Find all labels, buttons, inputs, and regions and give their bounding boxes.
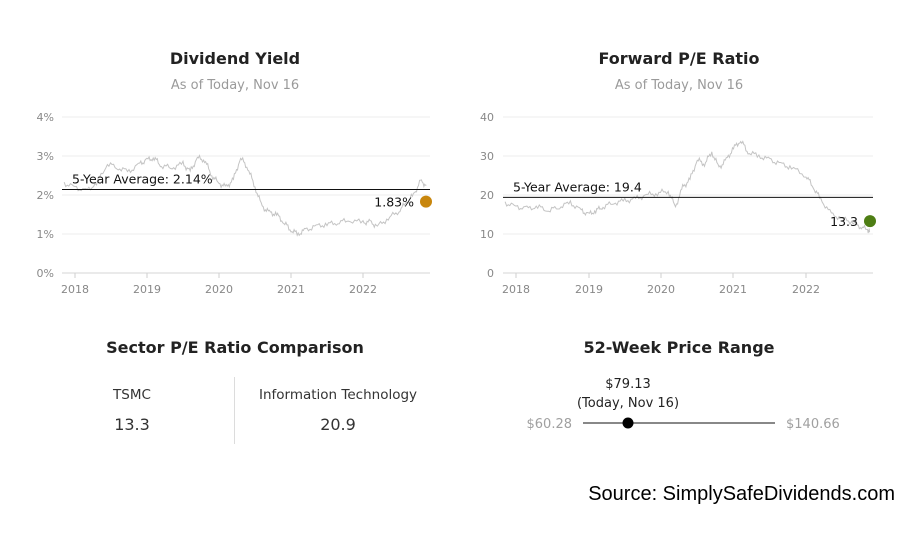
dividend-yield-x-tick-label: 2022 — [349, 283, 377, 296]
price-range-current-marker — [622, 417, 634, 429]
forward-pe-y-tick-label: 20 — [480, 189, 494, 202]
forward-pe-y-tick-label: 0 — [487, 267, 494, 280]
forward-pe-x-tick-label: 2021 — [719, 283, 747, 296]
forward-pe-x-tick-label: 2018 — [502, 283, 530, 296]
dividend-yield-y-tick-label: 4% — [37, 111, 54, 124]
dividend-yield-current-label: 1.83% — [374, 195, 414, 210]
dividend-yield-title: Dividend Yield — [169, 49, 301, 68]
price-range-title: 52-Week Price Range — [583, 338, 775, 357]
forward-pe-y-tick-label: 40 — [480, 111, 494, 124]
dividend-yield-subtitle: As of Today, Nov 16 — [170, 78, 300, 93]
dividend-yield-series-line — [63, 154, 427, 237]
forward-pe-x-tick-label: 2019 — [575, 283, 603, 296]
forward-pe-series-line — [504, 140, 871, 234]
forward-pe-current-label: 13.3 — [830, 214, 858, 229]
sector-right-value: 20.9 — [320, 415, 356, 434]
price-range-high: $140.66 — [786, 417, 840, 432]
price-range-current-date: (Today, Nov 16) — [577, 396, 679, 411]
dividend-yield-current-marker — [420, 195, 432, 208]
forward-pe-current-marker — [864, 215, 876, 228]
forward-pe-title: Forward P/E Ratio — [598, 49, 760, 68]
sector-pe-title: Sector P/E Ratio Comparison — [106, 338, 364, 357]
forward-pe-average-label: 5-Year Average: 19.4 — [513, 179, 642, 194]
dividend-yield-x-tick-label: 2021 — [277, 283, 305, 296]
dividend-yield-y-tick-label: 1% — [37, 228, 54, 241]
forward-pe-subtitle: As of Today, Nov 16 — [614, 78, 744, 93]
forward-pe-x-tick-label: 2022 — [792, 283, 820, 296]
sector-right-name: Information Technology — [258, 387, 418, 403]
sector-divider — [234, 377, 235, 444]
dividend-yield-average-label: 5-Year Average: 2.14% — [72, 172, 213, 187]
forward-pe-x-tick-label: 2020 — [647, 283, 675, 296]
dividend-yield-x-tick-label: 2020 — [205, 283, 233, 296]
sector-left-value: 13.3 — [114, 415, 150, 434]
price-range-current-price: $79.13 — [605, 377, 651, 392]
dividend-yield-x-tick-label: 2018 — [61, 283, 89, 296]
forward-pe-y-tick-label: 30 — [480, 150, 494, 163]
dividend-yield-y-tick-label: 0% — [37, 267, 54, 280]
dividend-yield-chart: 4% 3% 2% 1% 0% 2018 2019 2020 2021 2022 5-Year Ave… — [37, 111, 432, 296]
dividend-yield-x-tick-label: 2019 — [133, 283, 161, 296]
sector-left-name: TSMC — [113, 387, 151, 403]
forward-pe-chart: 40 30 20 10 0 2018 2019 2020 2021 2022 5-Year Aver… — [480, 111, 876, 296]
dividend-yield-y-tick-label: 3% — [37, 150, 54, 163]
forward-pe-y-tick-label: 10 — [480, 228, 494, 241]
price-range-low: $60.28 — [527, 417, 573, 432]
dividend-yield-y-tick-label: 2% — [37, 189, 54, 202]
source-credit: Source: SimplySafeDividends.com — [588, 483, 895, 505]
